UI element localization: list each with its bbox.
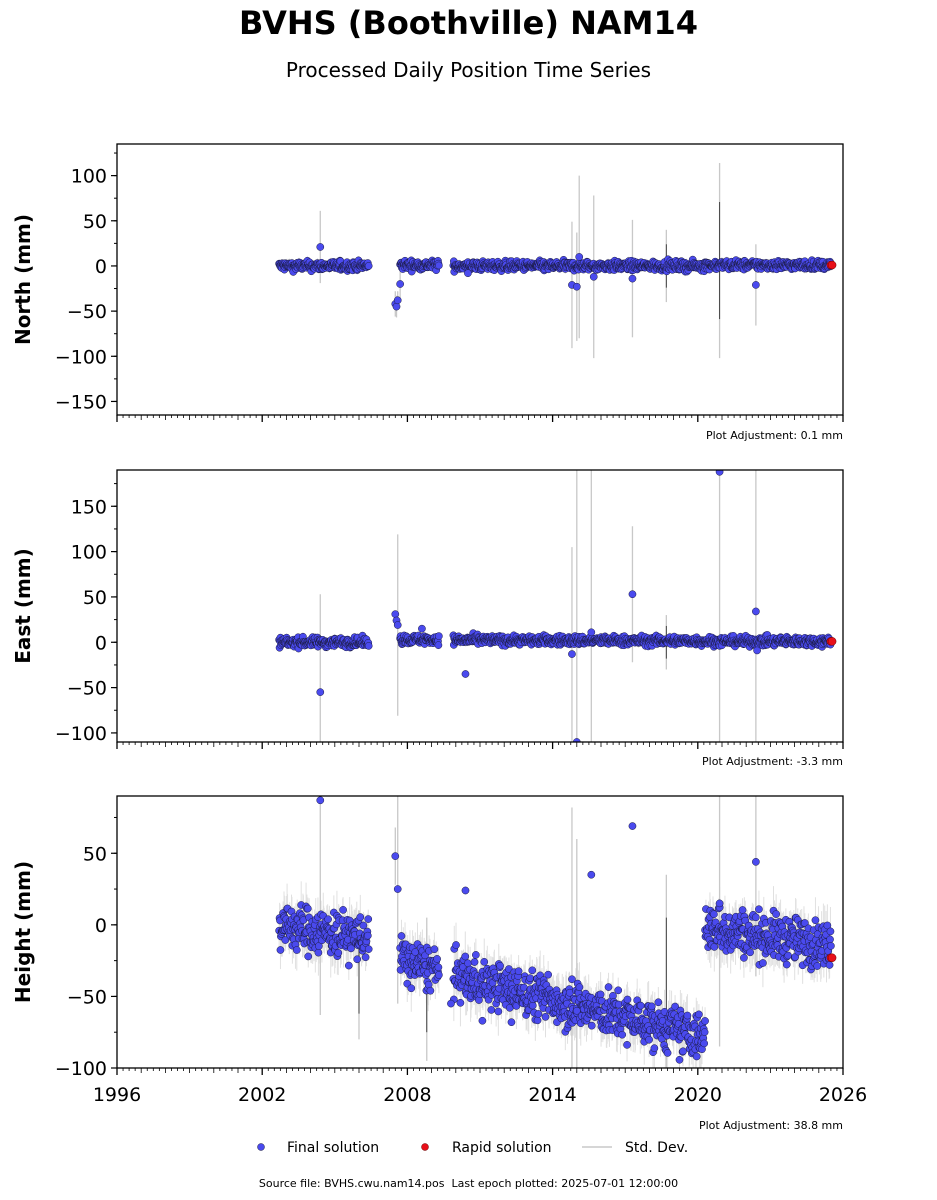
- final-points: [275, 243, 835, 311]
- stddev-spikes: [319, 470, 757, 742]
- y-tick-label: 0: [95, 632, 107, 654]
- final-point: [435, 261, 443, 270]
- final-point-outlier: [316, 243, 325, 251]
- y-tick-label: 50: [83, 587, 107, 609]
- final-point: [364, 262, 373, 270]
- final-point-outlier: [587, 628, 596, 637]
- final-point: [364, 642, 373, 650]
- final-point-outlier: [393, 621, 402, 629]
- chart-title: BVHS (Boothville) NAM14: [238, 4, 699, 42]
- final-point: [435, 632, 443, 640]
- rapid-points: [826, 637, 837, 646]
- final-point-outlier: [589, 272, 598, 281]
- final-point-outlier: [568, 650, 576, 658]
- plot-adjustment-label: Plot Adjustment: 0.1 mm: [706, 429, 843, 442]
- rapid-points: [826, 260, 837, 270]
- final-point-outlier: [391, 610, 400, 619]
- plot-frame: [116, 143, 844, 416]
- final-point-outlier: [575, 253, 584, 261]
- plot-adjustment-label: Plot Adjustment: -3.3 mm: [702, 755, 843, 768]
- plot-area: [275, 162, 837, 359]
- stddev-lines: [278, 881, 832, 1068]
- y-tick-label: −100: [55, 723, 107, 745]
- rapid-point: [827, 637, 837, 646]
- panel-east: 150 100 50 0 −50 −100 East (mm) Plot Adjustment…: [11, 469, 844, 768]
- final-point-outlier: [316, 688, 325, 696]
- final-points: [275, 470, 835, 742]
- final-point-outlier: [752, 281, 760, 289]
- y-tick-label: −50: [67, 678, 107, 700]
- final-point-outlier: [461, 670, 470, 678]
- final-point-outlier: [628, 274, 637, 283]
- final-point-outlier: [393, 296, 402, 305]
- y-tick-label: 100: [71, 542, 107, 564]
- y-tick-label: −100: [55, 346, 107, 368]
- rapid-point: [827, 260, 837, 270]
- final-point-outlier: [715, 470, 724, 476]
- y-tick-label: 100: [71, 166, 107, 188]
- final-point: [434, 641, 443, 649]
- y-tick-label: −50: [67, 301, 107, 323]
- plot-area: [275, 470, 837, 742]
- final-point-outlier: [753, 646, 761, 655]
- panel-north: 100 50 0 −50 −100 −150 North (mm) Plot Adjustme…: [11, 143, 844, 442]
- y-tick-label: 50: [83, 211, 107, 233]
- final-point-outlier: [418, 624, 426, 633]
- plot-frame: [116, 469, 844, 743]
- final-point-outlier: [392, 302, 401, 311]
- plot-area: [275, 796, 837, 1068]
- y-axis-label: North (mm): [11, 214, 35, 345]
- final-point-outlier: [464, 269, 472, 278]
- final-point-outlier: [572, 738, 581, 742]
- y-tick-label: 150: [71, 496, 107, 518]
- chart-subtitle: Processed Daily Position Time Series: [285, 58, 652, 82]
- final-point-outlier: [628, 590, 637, 599]
- final-point-outlier: [752, 607, 760, 616]
- y-tick-label: −150: [55, 391, 107, 413]
- y-tick-label: 0: [95, 256, 107, 278]
- final-point-outlier: [396, 280, 404, 288]
- y-axis-label: East (mm): [11, 548, 35, 664]
- final-point-outlier: [572, 282, 581, 291]
